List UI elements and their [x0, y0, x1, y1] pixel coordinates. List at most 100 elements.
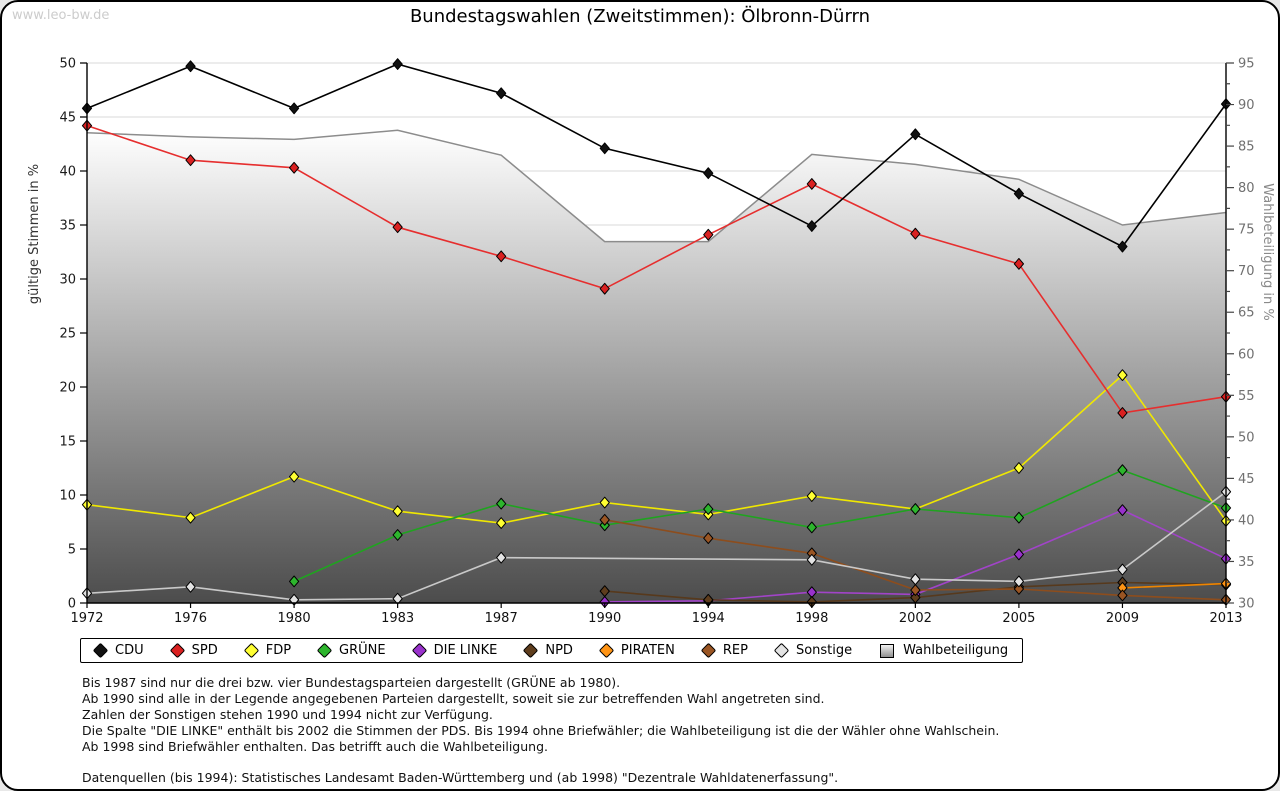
diamond-marker-icon: [92, 642, 109, 659]
diamond-marker-icon: [316, 642, 333, 659]
data-point-fdp: [185, 511, 196, 524]
data-source-line: Datenquellen (bis 1994): Statistisches L…: [82, 770, 839, 786]
legend-item-rep: REP: [700, 642, 748, 659]
data-point-sonstige: [496, 551, 507, 564]
svg-text:5: 5: [68, 543, 76, 558]
svg-text:50: 50: [59, 57, 76, 72]
svg-text:90: 90: [1238, 98, 1255, 113]
data-point-rep: [599, 513, 610, 526]
footnote-line: Die Spalte "DIE LINKE" enthält bis 2002 …: [82, 722, 1000, 738]
axes: 0 5 10 15 20 25 30 35 40 45 50 30 35 40 45 50 55 60 65 70 75…: [27, 57, 1275, 627]
legend-item-spd: SPD: [169, 642, 218, 659]
x-tick-label: 1983: [381, 611, 414, 626]
data-point-fdp: [806, 490, 817, 502]
data-point-sonstige: [1117, 563, 1128, 576]
data-point-cdu: [288, 102, 300, 115]
legend-label: Sonstige: [795, 643, 853, 658]
data-point-rep: [703, 532, 714, 545]
svg-text:15: 15: [59, 435, 76, 450]
series-cdu: [81, 58, 1232, 253]
svg-text:10: 10: [59, 489, 76, 504]
data-point-spd: [496, 250, 507, 263]
data-point-sonstige: [806, 553, 817, 566]
data-point-spd: [910, 227, 921, 240]
footnote-line: Ab 1998 sind Briefwähler enthalten. Das …: [82, 738, 548, 754]
svg-text:55: 55: [1238, 389, 1255, 404]
data-point-fdp: [496, 517, 507, 529]
legend-label: GRÜNE: [339, 643, 386, 658]
legend-item-npd: NPD: [523, 642, 573, 659]
data-point-rep: [910, 584, 921, 596]
diamond-marker-icon: [773, 642, 790, 659]
data-point-rep: [1117, 589, 1128, 602]
data-point-grüne: [1117, 464, 1128, 477]
legend-item-fdp: FDP: [243, 642, 292, 659]
svg-text:75: 75: [1238, 223, 1255, 238]
svg-text:45: 45: [1238, 472, 1255, 487]
x-tick-label: 1998: [795, 611, 828, 626]
data-point-grüne: [392, 529, 403, 541]
svg-text:30: 30: [59, 273, 76, 288]
series-spd: [81, 119, 1232, 419]
data-point-rep: [1013, 583, 1025, 595]
svg-text:65: 65: [1238, 306, 1255, 321]
svg-text:35: 35: [59, 219, 76, 234]
data-point-spd: [1117, 407, 1128, 419]
svg-text:20: 20: [59, 381, 76, 396]
data-point-cdu: [1117, 240, 1128, 253]
x-tick-label: 1994: [692, 611, 725, 626]
right-axis-title: Wahlbeteiligung in %: [1260, 183, 1275, 320]
data-point-grüne: [910, 503, 921, 515]
legend-label: SPD: [191, 643, 218, 658]
diamond-marker-icon: [411, 642, 427, 659]
legend-item-wahlbeteiligung: Wahlbeteiligung: [880, 643, 1008, 658]
chart-footnotes: Bis 1987 sind nur die drei bzw. vier Bun…: [82, 675, 1238, 786]
data-point-cdu: [703, 167, 714, 180]
footnote-line: Zahlen der Sonstigen stehen 1990 und 199…: [82, 706, 493, 722]
footnote-line: Ab 1990 sind alle in der Legende angegeb…: [82, 690, 825, 706]
svg-text:35: 35: [1238, 555, 1255, 570]
svg-text:45: 45: [59, 111, 76, 126]
data-point-fdp: [392, 505, 403, 518]
svg-text:50: 50: [1238, 430, 1255, 445]
legend-label: NPD: [545, 643, 573, 658]
svg-text:40: 40: [59, 165, 76, 180]
data-point-sonstige: [1013, 575, 1025, 588]
data-point-grüne: [496, 497, 507, 510]
diamond-marker-icon: [523, 642, 539, 659]
left-axis-title: gültige Stimmen in %: [27, 164, 42, 304]
watermark: www.leo-bw.de: [12, 8, 110, 23]
x-tick-label: 2009: [1106, 611, 1139, 626]
legend-item-sonstige: Sonstige: [773, 642, 853, 659]
legend-item-piraten: PIRATEN: [598, 642, 675, 659]
legend-label: FDP: [265, 643, 292, 658]
data-point-die-linke: [1013, 548, 1025, 561]
legend-label: DIE LINKE: [433, 643, 498, 658]
data-point-cdu: [599, 142, 610, 155]
data-point-cdu: [496, 87, 507, 100]
data-point-grüne: [703, 503, 714, 515]
series-sonstige: [81, 485, 1232, 606]
legend-label: PIRATEN: [620, 643, 675, 658]
x-tick-label: 1976: [174, 611, 207, 626]
svg-text:60: 60: [1238, 347, 1255, 362]
diamond-marker-icon: [169, 642, 185, 659]
legend-label: CDU: [115, 643, 144, 658]
x-tick-label: 1987: [485, 611, 518, 626]
data-point-spd: [288, 161, 300, 174]
x-tick-label: 2013: [1209, 611, 1242, 626]
data-point-cdu: [392, 58, 403, 70]
data-point-spd: [1013, 257, 1025, 270]
legend-label: REP: [722, 643, 748, 658]
data-point-spd: [806, 178, 817, 190]
data-point-fdp: [1117, 369, 1128, 382]
legend-item-cdu: CDU: [92, 642, 144, 659]
x-tick-label: 1990: [588, 611, 621, 626]
svg-text:85: 85: [1238, 140, 1255, 155]
data-point-sonstige: [185, 580, 196, 593]
page-title: Bundestagswahlen (Zweitstimmen): Ölbronn…: [409, 6, 871, 27]
data-point-spd: [185, 154, 196, 167]
data-point-cdu: [910, 128, 921, 141]
svg-text:95: 95: [1238, 57, 1255, 72]
